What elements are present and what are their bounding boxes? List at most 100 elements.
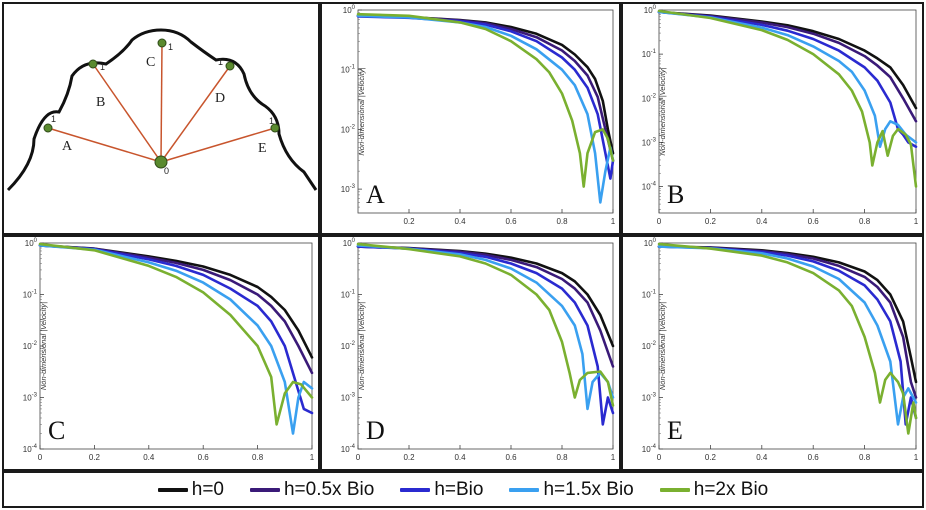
series-line — [657, 245, 918, 399]
legend-label: h=0.5x Bio — [283, 478, 375, 500]
y-tick-label: 10-2 — [341, 341, 356, 351]
panel-D: 100 10-1 10-2 10-3 10-4 0 0.2 0.4 0.6 0.8 1 Non-dim… — [320, 235, 621, 471]
panel-B: 100 10-1 10-2 10-3 10-4 0 0.2 0.4 0.6 0.8 1 Non-dim… — [621, 2, 924, 235]
y-axis-label: Non-dimensional |Velocity| — [658, 67, 667, 155]
series-line — [657, 10, 918, 148]
y-tick-label: 10-1 — [642, 49, 657, 59]
y-tick-label: 10-3 — [642, 137, 657, 147]
legend-swatch — [400, 487, 431, 492]
y-tick-label: 10-2 — [642, 93, 657, 103]
series-line — [356, 244, 615, 411]
x-tick-label: 1 — [611, 453, 616, 462]
series-line — [38, 242, 314, 426]
y-axis-label: Non-dimensional |Velocity| — [357, 302, 366, 390]
plot-frame — [357, 242, 614, 450]
x-tick-label: 0.6 — [505, 217, 517, 226]
y-tick-label: 10-4 — [642, 444, 657, 454]
x-tick-label: 0.2 — [89, 453, 101, 462]
x-tick-label: 1 — [310, 453, 315, 462]
tube-wall-outline — [6, 28, 318, 192]
panel-letter: C — [48, 416, 65, 445]
x-tick-label: 0.8 — [252, 453, 264, 462]
y-tick-label: 10-1 — [642, 290, 657, 300]
series-line — [657, 242, 918, 435]
ray-A — [47, 127, 162, 163]
ray-end-label-C: 1 — [168, 42, 173, 52]
legend-label: h=Bio — [434, 478, 484, 500]
x-tick-label: 0.4 — [756, 217, 768, 226]
x-tick-label: 1 — [611, 217, 616, 226]
ray-end-label-A: 1 — [51, 114, 56, 124]
legend-item-h1: h=Bio — [400, 479, 483, 501]
x-tick-label: 0.2 — [403, 217, 415, 226]
series-line — [38, 244, 314, 375]
panel-letter: E — [667, 416, 683, 445]
plot-frame — [658, 242, 917, 450]
ray-C — [160, 42, 163, 163]
ray-end-dot-B — [88, 59, 98, 69]
y-tick-label: 10-1 — [341, 65, 356, 75]
y-tick-label: 10-3 — [341, 184, 356, 194]
x-tick-label: 0.6 — [505, 453, 517, 462]
velocity-chart-C: 100 10-1 10-2 10-3 10-40 0.2 0.4 0.6 0.8 1 Non-dim… — [23, 238, 315, 462]
panel-E: 100 10-1 10-2 10-3 10-4 0 0.2 0.4 0.6 0.8 1 Non-dim… — [621, 235, 924, 471]
plot-frame — [357, 9, 614, 214]
y-tick-label: 10-2 — [341, 124, 356, 134]
y-tick-label: 100 — [644, 238, 657, 248]
schematic-panel: A 1 B 1 C 1 D 1 E 1 0 — [2, 2, 320, 235]
legend-swatch — [659, 487, 690, 492]
schematic-diagram: A 1 B 1 C 1 D 1 E 1 0 — [6, 28, 318, 192]
ray-label-E: E — [258, 141, 267, 156]
velocity-chart-E: 100 10-1 10-2 10-3 10-40 0.2 0.4 0.6 0.8 1 Non-dim… — [642, 238, 919, 462]
y-tick-label: 10-4 — [642, 182, 657, 192]
center-dot — [154, 155, 168, 169]
x-tick-label: 0.4 — [454, 453, 466, 462]
legend-label: h=1.5x Bio — [543, 478, 634, 500]
y-tick-label: 10-2 — [642, 341, 657, 351]
series-line — [657, 245, 918, 426]
ray-end-dot-D — [225, 61, 235, 71]
x-tick-label: 0.6 — [198, 453, 210, 462]
panel-letter: A — [366, 180, 385, 209]
ray-label-C: C — [146, 55, 155, 70]
x-tick-label: 0.6 — [808, 453, 820, 462]
velocity-chart-A: 100 10-1 10-2 10-3 0.2 0.4 0.6 0.8 1 Non-dimensio… — [341, 5, 616, 226]
x-tick-label: 0.2 — [403, 453, 415, 462]
center-label: 0 — [164, 166, 169, 176]
series-line — [356, 242, 615, 407]
legend-item-h0: h=0 — [157, 478, 224, 501]
series-line — [356, 245, 615, 348]
ray-end-dot-A — [43, 123, 53, 133]
x-tick-label: 0.6 — [808, 217, 820, 226]
ray-label-B: B — [96, 95, 105, 110]
ray-E — [160, 127, 276, 163]
y-tick-label: 10-1 — [23, 290, 38, 300]
panel-letter: B — [667, 180, 684, 209]
legend-label: h=0 — [191, 478, 224, 500]
series-line — [657, 245, 918, 384]
series-line — [657, 10, 918, 148]
y-tick-label: 10-1 — [341, 290, 356, 300]
y-axis-label: Non-dimensional |Velocity| — [357, 67, 366, 155]
x-tick-label: 1 — [914, 453, 919, 462]
x-tick-label: 0.4 — [143, 453, 155, 462]
y-tick-label: 10-3 — [23, 393, 38, 403]
x-tick-label: 0.8 — [859, 453, 871, 462]
ray-end-dot-E — [270, 123, 280, 133]
y-tick-label: 100 — [644, 5, 657, 15]
legend-item-h15: h=1.5x Bio — [509, 478, 634, 501]
x-tick-label: 0.8 — [859, 217, 871, 226]
panel-letter: D — [366, 416, 385, 445]
y-tick-label: 10-3 — [642, 393, 657, 403]
legend-label: h=2x Bio — [693, 478, 769, 500]
series-line — [657, 9, 918, 188]
series-line — [356, 15, 615, 180]
legend-swatch — [509, 487, 540, 492]
panel-C: 100 10-1 10-2 10-3 10-4 0 0.2 0.4 0.6 0.8 1 Non-dim… — [2, 235, 320, 471]
ray-D — [160, 65, 231, 163]
ray-end-label-E: 1 — [269, 116, 274, 126]
y-tick-label: 10-4 — [23, 444, 38, 454]
legend-item-h2: h=2x Bio — [659, 478, 769, 501]
y-tick-label: 100 — [343, 238, 356, 248]
